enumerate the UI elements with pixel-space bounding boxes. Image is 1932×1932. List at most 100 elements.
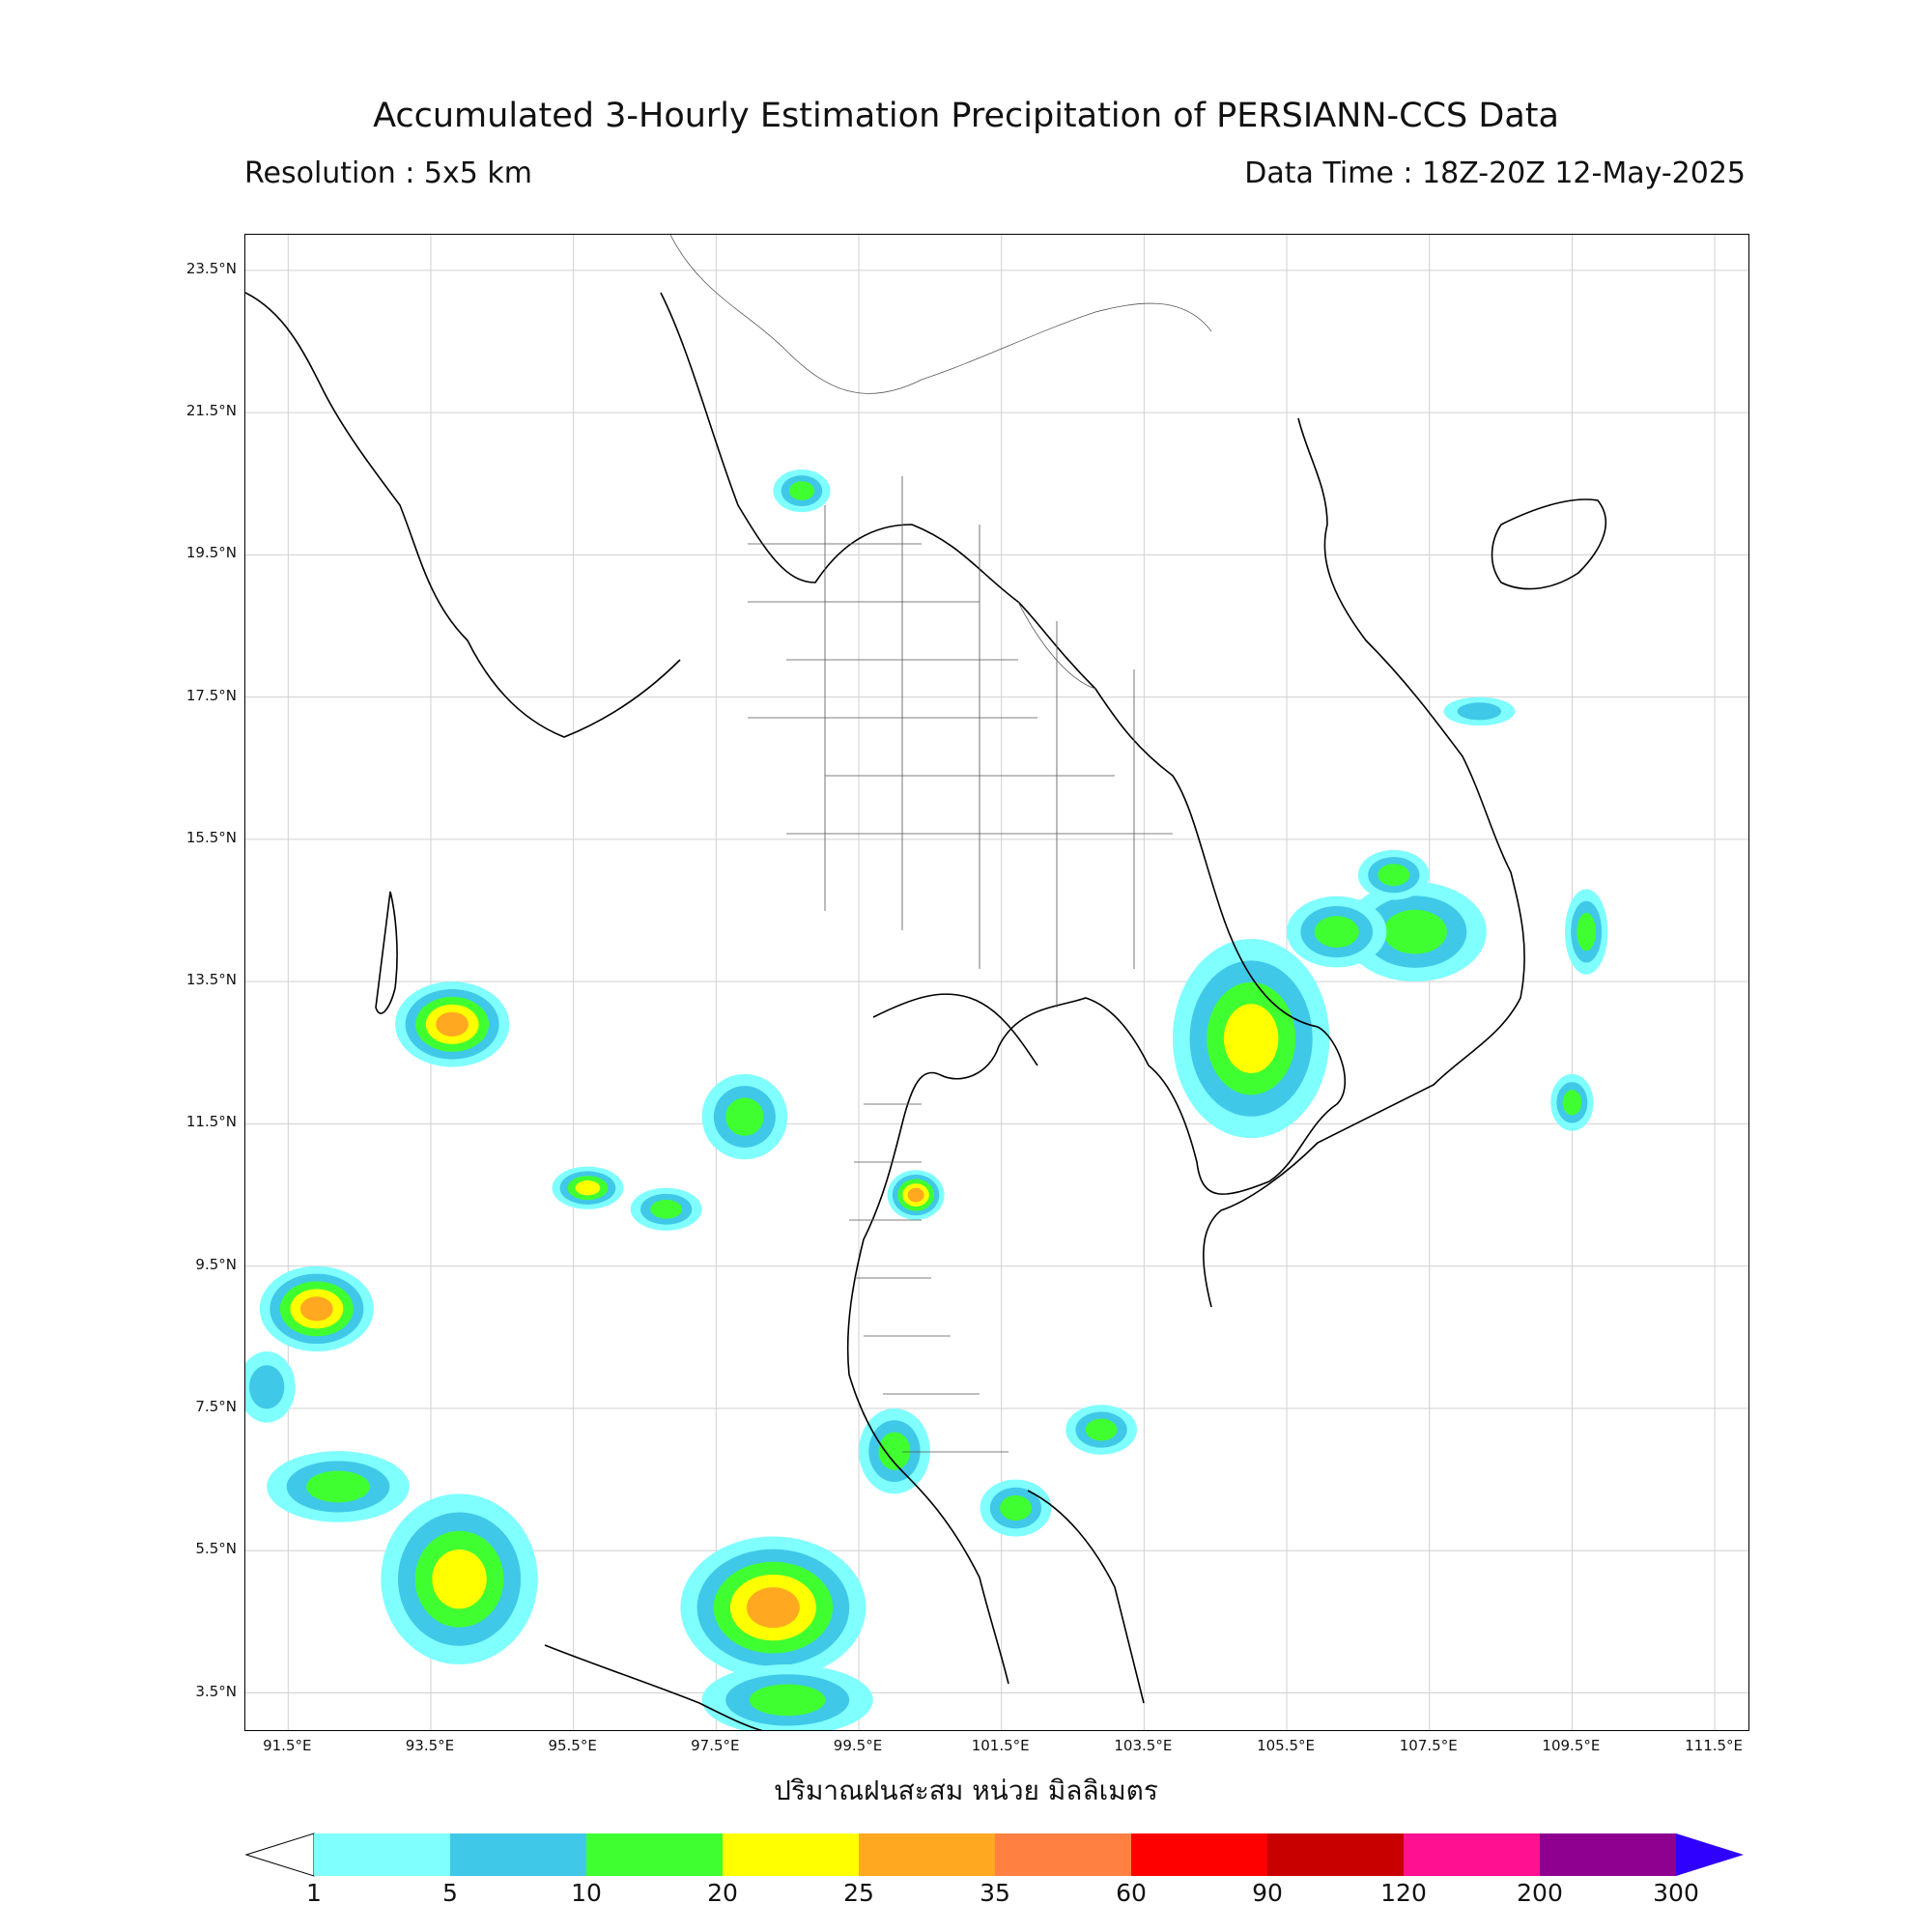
- resolution-label: Resolution : 5x5 km: [244, 156, 532, 190]
- x-tick-label: 109.5°E: [1542, 1737, 1601, 1754]
- x-tick-label: 107.5°E: [1399, 1737, 1458, 1754]
- colorbar-min-arrow: [244, 1833, 315, 1877]
- country-border-laos: [1017, 601, 1096, 690]
- rain-cell: [1357, 849, 1430, 900]
- rain-cell: [245, 1351, 296, 1423]
- x-tick-label: 91.5°E: [263, 1737, 312, 1754]
- colorbar-swatch: [1540, 1833, 1676, 1876]
- map-canvas: [245, 235, 1748, 1730]
- y-tick-label: 7.5°N: [195, 1397, 237, 1415]
- x-tick-label: 101.5°E: [971, 1737, 1030, 1754]
- province-grid-south: [849, 1103, 1009, 1453]
- rain-contour: [432, 1548, 487, 1609]
- y-tick-label: 15.5°N: [185, 828, 237, 846]
- gulf-coast: [872, 993, 1038, 1066]
- y-tick-label: 17.5°N: [185, 686, 237, 704]
- rain-contour: [436, 1011, 469, 1037]
- colorbar-swatch: [314, 1833, 450, 1876]
- andaman-islands: [375, 891, 398, 1014]
- colorbar-level-label: 300: [1653, 1879, 1699, 1907]
- rain-contour: [575, 1180, 601, 1196]
- x-tick-label: 95.5°E: [548, 1737, 597, 1754]
- y-tick-label: 11.5°N: [185, 1113, 237, 1131]
- andaman-coast: [245, 292, 681, 738]
- colorbar-level-label: 60: [1116, 1879, 1147, 1907]
- x-tick-label: 97.5°E: [691, 1737, 740, 1754]
- rain-cell: [267, 1451, 410, 1522]
- y-tick-label: 9.5°N: [195, 1255, 237, 1273]
- rain-cell: [1565, 889, 1608, 975]
- colorbar-swatch: [859, 1833, 995, 1876]
- rain-cell: [1172, 938, 1330, 1139]
- x-tick-label: 111.5°E: [1685, 1737, 1744, 1754]
- y-tick-label: 19.5°N: [185, 544, 237, 562]
- map-panel: [244, 234, 1749, 1731]
- rain-contour: [878, 1432, 911, 1470]
- hainan-coast: [1491, 498, 1607, 590]
- rain-cell: [980, 1479, 1052, 1537]
- sumatra-coast: [544, 1644, 763, 1730]
- colorbar-max-arrow: [1676, 1833, 1744, 1876]
- rain-contour: [788, 481, 815, 500]
- data-time-label: Data Time : 18Z-20Z 12-May-2025: [1244, 156, 1746, 190]
- rain-contour: [749, 1684, 826, 1717]
- x-tick-label: 105.5°E: [1257, 1737, 1315, 1754]
- colorbar-level-label: 20: [707, 1879, 738, 1907]
- rain-cell: [887, 1170, 945, 1220]
- rain-contour: [746, 1587, 800, 1629]
- rain-contour: [1085, 1418, 1118, 1441]
- rain-cell: [773, 469, 831, 513]
- precipitation-layer: [245, 469, 1608, 1730]
- rain-contour: [1223, 1004, 1279, 1073]
- rain-cell: [1344, 882, 1487, 982]
- rain-cell: [1287, 895, 1387, 968]
- province-grid-north: [748, 476, 1173, 1008]
- colorbar-swatch: [450, 1833, 586, 1876]
- colorbar-level-label: 120: [1380, 1879, 1427, 1907]
- colorbar-swatch: [1267, 1833, 1404, 1876]
- rain-cell: [1550, 1073, 1594, 1131]
- rain-cell: [701, 1664, 873, 1730]
- y-tick-label: 13.5°N: [185, 971, 237, 989]
- rain-cell: [1443, 696, 1516, 726]
- rain-contour: [1378, 864, 1410, 887]
- rain-cell: [381, 1493, 538, 1665]
- rain-cell: [259, 1265, 374, 1352]
- colorbar-swatch: [995, 1833, 1131, 1876]
- mainland-coastline: [660, 292, 1347, 1685]
- rain-contour: [306, 1470, 370, 1503]
- colorbar-level-label: 5: [442, 1879, 458, 1907]
- rain-cell: [701, 1073, 788, 1160]
- country-border-myanmar: [669, 235, 1212, 394]
- coastline-layer: [245, 292, 1607, 1730]
- colorbar-level-label: 35: [980, 1879, 1010, 1907]
- rain-cell: [395, 981, 510, 1067]
- x-tick-label: 93.5°E: [405, 1737, 455, 1754]
- y-tick-label: 21.5°N: [185, 402, 237, 420]
- rain-contour: [248, 1365, 285, 1409]
- colorbar-level-label: 200: [1517, 1879, 1563, 1907]
- y-tick-label: 5.5°N: [195, 1540, 237, 1558]
- graticule: [245, 235, 1748, 1730]
- colorbar-swatch: [1131, 1833, 1267, 1876]
- rain-contour: [299, 1296, 333, 1321]
- colorbar-swatch: [1404, 1833, 1540, 1876]
- rain-cell: [680, 1536, 867, 1679]
- rain-contour: [650, 1199, 683, 1219]
- rain-contour: [1383, 909, 1447, 954]
- rain-cell: [1065, 1405, 1137, 1455]
- rain-contour: [1457, 702, 1502, 721]
- rain-contour: [1562, 1090, 1582, 1116]
- rain-contour: [1577, 912, 1597, 952]
- rain-contour: [1314, 916, 1359, 948]
- rain-cell: [552, 1166, 624, 1209]
- rain-contour: [907, 1187, 924, 1203]
- x-tick-label: 103.5°E: [1114, 1737, 1173, 1754]
- rain-cell: [630, 1187, 702, 1231]
- colorbar-level-label: 1: [306, 1879, 322, 1907]
- admin-borders: [669, 235, 1212, 1453]
- y-tick-label: 23.5°N: [185, 259, 237, 277]
- colorbar-swatch: [723, 1833, 859, 1876]
- colorbar-swatch: [586, 1833, 723, 1876]
- vietnam-coast: [1203, 417, 1525, 1308]
